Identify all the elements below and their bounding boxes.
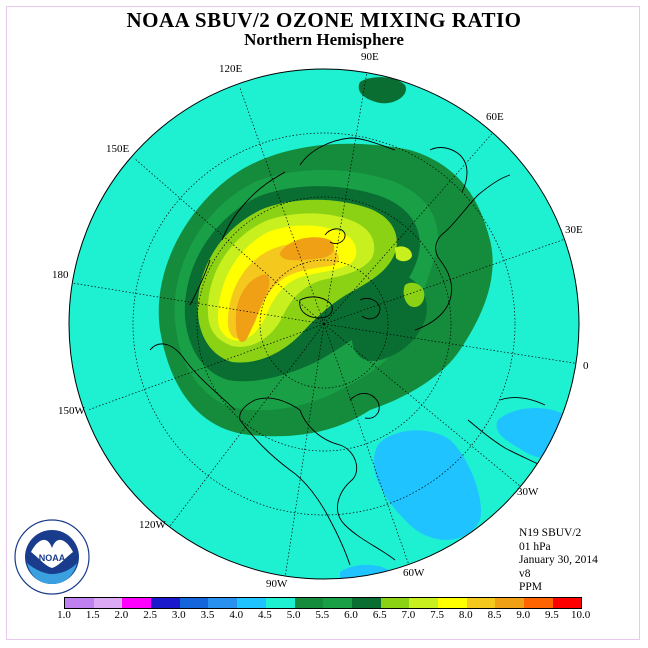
lon-label-30w: 30W	[517, 486, 539, 498]
legend-tick-label: 8.5	[487, 609, 502, 621]
legend-tick-label: 5.5	[315, 609, 330, 621]
legend-tick-label: 2.5	[143, 609, 157, 621]
legend-swatch	[93, 598, 123, 608]
color-legend	[64, 597, 583, 609]
field-6.0-6.5-top	[358, 77, 406, 104]
legend-tick-label: 3.5	[200, 609, 215, 621]
lon-label-90w: 90W	[266, 578, 288, 590]
field-4.0-4.5-atlantic	[373, 430, 481, 540]
legend-swatch	[380, 598, 410, 608]
legend-tick-label: 7.5	[430, 609, 444, 621]
figure-frame	[6, 6, 640, 640]
graticule	[71, 71, 579, 579]
legend-tick-label: 1.0	[57, 609, 71, 621]
lon-label-120w: 120W	[139, 519, 166, 531]
legend-swatch	[466, 598, 496, 608]
field-6.5-7.0-scandinavia	[403, 282, 425, 308]
coastlines	[149, 137, 551, 566]
legend-tick-label: 5.0	[286, 609, 301, 621]
legend-swatch	[409, 598, 438, 608]
lon-label-150w: 150W	[58, 405, 85, 417]
legend-tick-label: 6.5	[372, 609, 387, 621]
svg-text:NOAA: NOAA	[39, 553, 66, 563]
legend-swatch	[351, 598, 381, 608]
legend-tick-label: 9.0	[516, 609, 531, 621]
info-satellite: N19 SBUV/2	[519, 527, 582, 539]
field-8.5-9.0-west	[235, 274, 270, 343]
legend-swatch	[151, 598, 180, 608]
info-version: v8	[519, 567, 531, 580]
legend-tick-label: 6.0	[344, 609, 358, 621]
info-level: 01 hPa	[519, 540, 551, 553]
legend-swatch	[323, 598, 352, 608]
legend-swatch	[552, 598, 582, 608]
page-subtitle: Northern Hemisphere	[244, 30, 404, 49]
legend-tick-label: 7.0	[401, 609, 416, 621]
lon-label-90e: 90E	[361, 51, 379, 63]
legend-tick-label: 8.0	[458, 609, 473, 621]
page-title: NOAA SBUV/2 OZONE MIXING RATIO	[126, 8, 522, 32]
field-8.5-9.0-north	[279, 237, 335, 261]
legend-tick-label: 4.0	[229, 609, 244, 621]
info-block: N19 SBUV/2 01 hPa January 30, 2014 v8 PP…	[519, 527, 598, 595]
legend-tick-label: 4.5	[258, 609, 272, 621]
legend-swatch	[208, 598, 238, 608]
legend-tick-label: 1.5	[85, 609, 100, 621]
info-date: January 30, 2014	[519, 554, 598, 566]
lon-label-60e: 60E	[486, 111, 504, 123]
lon-label-0: 0	[583, 360, 589, 372]
legend-tick-label: 10.0	[570, 609, 591, 621]
legend-tick-label: 2.0	[114, 609, 129, 621]
legend-tick-label: 9.5	[545, 609, 559, 621]
legend-swatch	[495, 598, 524, 608]
legend-swatch	[122, 598, 152, 608]
lon-label-180: 180	[52, 269, 69, 281]
lon-label-150e: 150E	[106, 143, 130, 155]
legend-swatch	[237, 598, 266, 608]
noaa-logo: NOAA	[14, 519, 90, 595]
legend-swatch	[524, 598, 553, 608]
legend-swatch	[179, 598, 209, 608]
legend-swatch	[65, 598, 94, 608]
field-7.0-7.5-small	[395, 246, 412, 262]
info-units: PPM	[519, 581, 543, 593]
legend-swatch	[265, 598, 295, 608]
lon-label-120e: 120E	[219, 63, 243, 75]
legend-swatch	[294, 598, 324, 608]
map-border	[68, 68, 580, 580]
legend-ticks: 1.0 1.5 2.0 2.5 3.0 3.5 4.0 4.5 5.0 5.5 6.0 6.5 7.0 7…	[0, 609, 648, 623]
lon-label-60w: 60W	[403, 567, 425, 579]
legend-tick-label: 3.0	[171, 609, 186, 621]
lon-label-30e: 30E	[565, 224, 583, 236]
legend-swatch	[437, 598, 467, 608]
